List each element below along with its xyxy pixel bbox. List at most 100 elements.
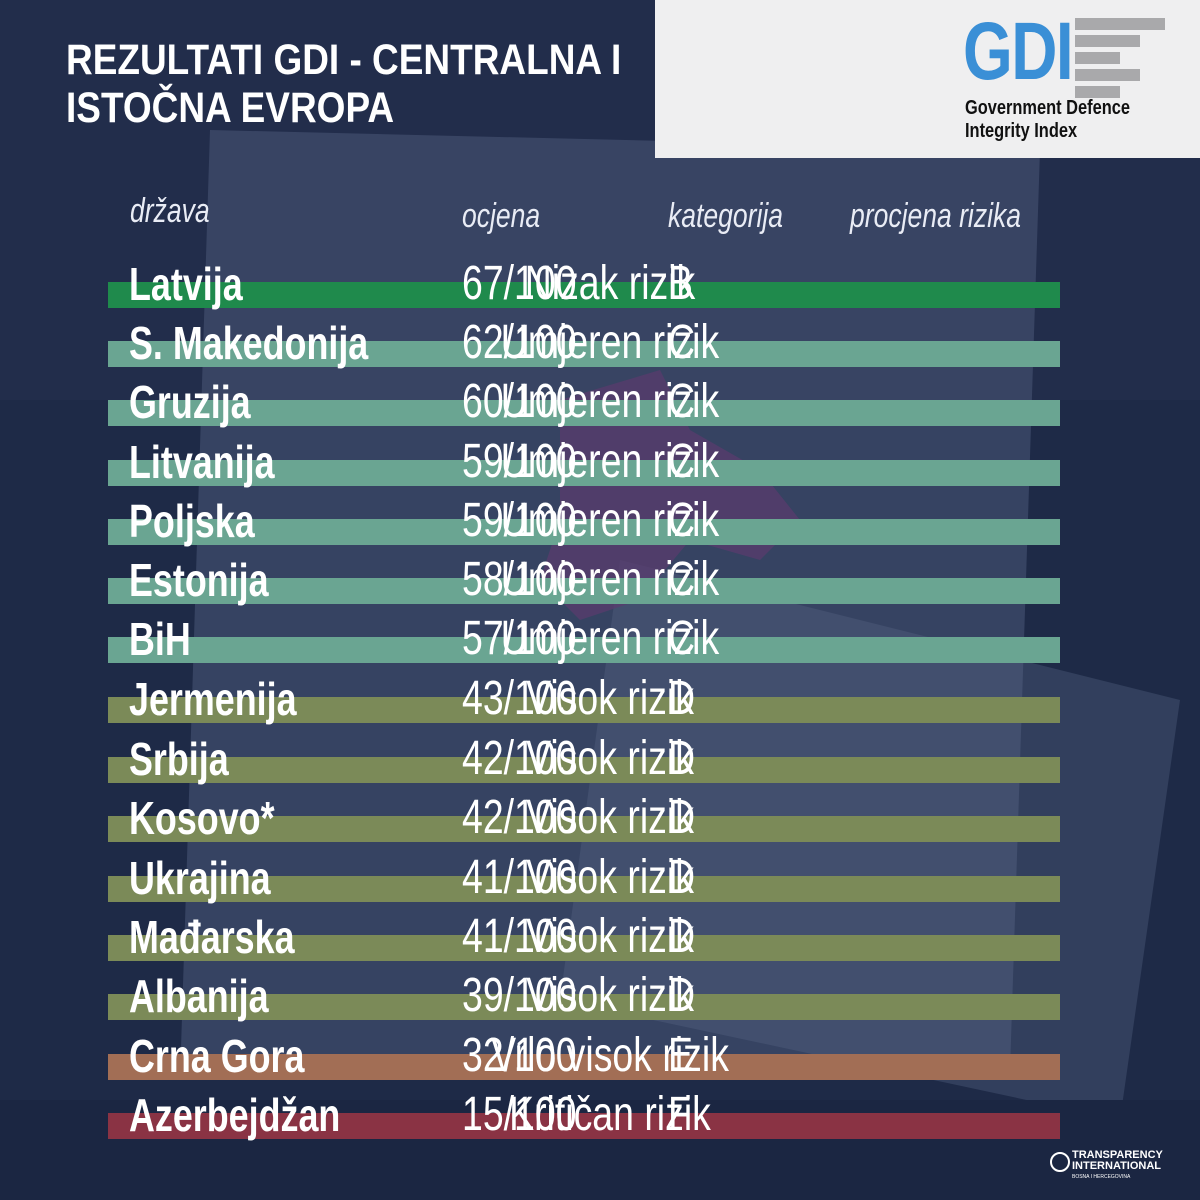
header-score: ocjena [462,197,541,235]
globe-icon [1050,1152,1070,1172]
category-cell: E [668,1029,693,1082]
risk-cell: Umjeren rizik [500,375,720,428]
score-cell: 60/100 [462,375,577,428]
risk-band [108,757,1060,783]
table-row: BiH 57/100 C Umjeren rizik [0,611,1200,669]
category-cell: C [668,375,696,428]
score-cell: 42/100 [462,791,577,844]
category-cell: D [668,969,696,1022]
category-cell: F [668,1088,691,1141]
category-cell: D [668,672,696,725]
country-cell: Albanija [129,970,269,1022]
category-cell: D [668,910,696,963]
country-cell: Poljska [129,495,255,547]
category-cell: D [668,851,696,904]
risk-band [108,637,1060,663]
score-cell: 41/100 [462,851,577,904]
score-cell: 15/100 [462,1088,577,1141]
risk-cell: Vrlo visok rizik [491,1029,729,1082]
gdi-logo-text: Government Defence Integrity Index [965,97,1130,143]
risk-band [108,876,1060,902]
table-row: Jermenija 43/100 D Visok rizik [0,671,1200,729]
risk-cell: Visok rizik [526,851,694,904]
header-category: kategorija [668,197,783,235]
gdi-logo-line-2: Integrity Index [965,120,1078,142]
risk-band [108,578,1060,604]
risk-band [108,1113,1060,1139]
risk-cell: Kritičan rizik [509,1088,711,1141]
table-row: Ukrajina 41/100 D Visok rizik [0,850,1200,908]
risk-cell: Visok rizik [526,672,694,725]
risk-cell: Visok rizik [526,969,694,1022]
table-row: S. Makedonija 62/100 C Umjeren rizik [0,315,1200,373]
table-row: Azerbejdžan 15/100 F Kritičan rizik [0,1087,1200,1145]
country-cell: Jermenija [129,673,297,725]
gdi-logo-mark: GDI [963,6,1074,97]
header-risk: procjena rizika [850,197,1021,235]
country-cell: Litvanija [129,436,275,488]
score-cell: 42/100 [462,732,577,785]
table-row: Srbija 42/100 D Visok rizik [0,731,1200,789]
ti-logo-text: TRANSPARENCY INTERNATIONAL [1072,1150,1163,1172]
score-cell: 32/100 [462,1029,577,1082]
country-cell: Srbija [129,733,229,785]
score-cell: 59/100 [462,494,577,547]
risk-band [108,400,1060,426]
score-cell: 57/100 [462,612,577,665]
table-row: Gruzija 60/100 C Umjeren rizik [0,374,1200,432]
table-row: Kosovo* 42/100 D Visok rizik [0,790,1200,848]
country-cell: Crna Gora [129,1030,305,1082]
risk-band [108,519,1060,545]
risk-cell: Umjeren rizik [500,553,720,606]
table-row: Mađarska 41/100 D Visok rizik [0,909,1200,967]
table-row: Albanija 39/100 D Visok rizik [0,968,1200,1026]
risk-cell: Umjeren rizik [500,612,720,665]
risk-band [108,994,1060,1020]
score-cell: 62/100 [462,316,577,369]
category-cell: B [668,257,693,310]
category-cell: C [668,316,696,369]
gdi-logo-line-1: Government Defence [965,97,1130,119]
country-cell: Kosovo* [129,792,275,844]
score-cell: 59/100 [462,435,577,488]
country-cell: Azerbejdžan [129,1089,341,1141]
score-cell: 58/100 [462,553,577,606]
page-title: REZULTATI GDI - CENTRALNA I ISTOČNA EVRO… [66,36,668,132]
gdi-logo: GDI Government Defence Integrity Index [655,0,1200,158]
risk-band [108,697,1060,723]
risk-cell: Umjeren rizik [500,435,720,488]
country-cell: Estonija [129,554,269,606]
risk-band [108,282,1060,308]
table-row: Estonija 58/100 C Umjeren rizik [0,552,1200,610]
category-cell: C [668,612,696,665]
risk-band [108,935,1060,961]
gdi-logo-bars [1075,18,1165,103]
risk-cell: Visok rizik [526,910,694,963]
header-country: država [130,192,210,230]
title-line-1: REZULTATI GDI - CENTRALNA I [66,36,622,84]
risk-cell: Umjeren rizik [500,316,720,369]
category-cell: C [668,494,696,547]
country-cell: Latvija [129,258,243,310]
country-cell: Gruzija [129,376,251,428]
risk-cell: Visok rizik [526,791,694,844]
table-row: Latvija 67/100 B Nizak rizik [0,256,1200,314]
score-cell: 41/100 [462,910,577,963]
country-cell: Mađarska [129,911,295,963]
ti-line-3: BOSNA I HERCEGOVINA [1072,1174,1131,1180]
score-cell: 43/100 [462,672,577,725]
risk-band [108,460,1060,486]
score-cell: 39/100 [462,969,577,1022]
score-cell: 67/100 [462,257,577,310]
table-row: Litvanija 59/100 C Umjeren rizik [0,434,1200,492]
category-cell: C [668,435,696,488]
ti-line-1: TRANSPARENCY [1072,1149,1163,1161]
risk-cell: Visok rizik [526,732,694,785]
risk-cell: Nizak rizik [524,257,696,310]
table-row: Crna Gora 32/100 E Vrlo visok rizik [0,1028,1200,1086]
country-cell: BiH [129,613,191,665]
title-line-2: ISTOČNA EVROPA [66,84,395,132]
risk-cell: Umjeren rizik [500,494,720,547]
table-row: Poljska 59/100 C Umjeren rizik [0,493,1200,551]
country-cell: S. Makedonija [129,317,369,369]
